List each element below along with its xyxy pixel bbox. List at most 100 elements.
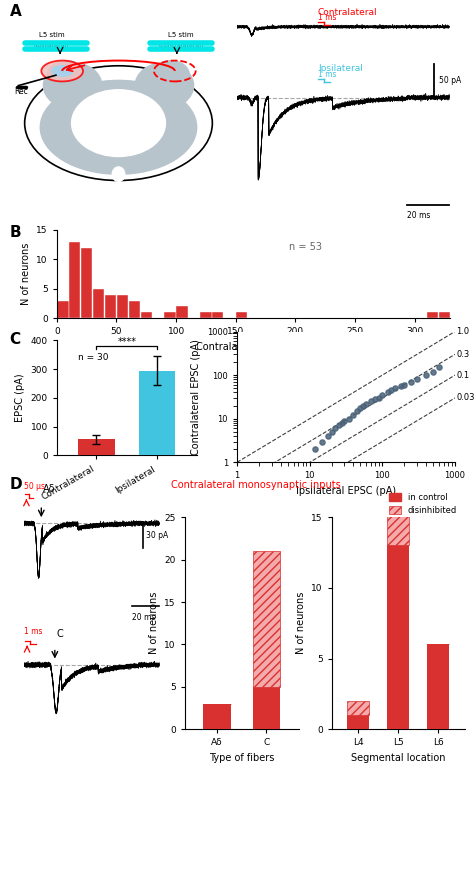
X-axis label: Type of fibers: Type of fibers [209, 753, 274, 763]
Bar [57, 301, 69, 318]
Ellipse shape [112, 167, 125, 181]
Bar [203, 704, 231, 729]
Point [350, 408, 357, 423]
Text: 1 ms: 1 ms [24, 627, 43, 636]
X-axis label: Ipsilateral EPSC (pA): Ipsilateral EPSC (pA) [296, 486, 396, 496]
Bar [117, 294, 128, 318]
Ellipse shape [40, 80, 197, 174]
Bar [69, 241, 81, 318]
Point [324, 429, 332, 443]
Text: 50 pA: 50 pA [438, 76, 461, 85]
Point [435, 361, 443, 375]
Y-axis label: N of neurons: N of neurons [296, 592, 306, 654]
Text: 0.03: 0.03 [456, 393, 474, 402]
Text: 0.1: 0.1 [456, 370, 470, 379]
Text: 1.0: 1.0 [456, 327, 470, 336]
Legend: in control, disinhibited: in control, disinhibited [385, 490, 460, 518]
Text: 20 ms: 20 ms [407, 210, 430, 220]
Bar [129, 301, 140, 318]
Text: C: C [9, 332, 20, 347]
Bar [253, 687, 280, 729]
Text: Contralateral monosynaptic inputs: Contralateral monosynaptic inputs [171, 480, 340, 490]
Point [363, 397, 370, 411]
Bar [212, 312, 223, 318]
Bar [93, 289, 104, 318]
Point [384, 385, 392, 400]
Point [397, 379, 405, 393]
X-axis label: Contralateral EPSC (pA): Contralateral EPSC (pA) [196, 342, 311, 352]
Point [367, 394, 375, 408]
Text: Ipsilateral: Ipsilateral [318, 64, 363, 72]
Ellipse shape [152, 61, 190, 90]
Y-axis label: Contralateral EPSC (pA): Contralateral EPSC (pA) [191, 339, 201, 455]
Bar [387, 503, 409, 545]
Text: B: B [9, 225, 21, 240]
Ellipse shape [47, 61, 85, 90]
Point [331, 422, 338, 436]
Bar [139, 370, 175, 455]
Ellipse shape [41, 61, 83, 81]
Text: A: A [9, 4, 21, 19]
X-axis label: Segmental location: Segmental location [351, 753, 446, 763]
Bar [105, 294, 116, 318]
Bar [438, 312, 450, 318]
Bar [200, 312, 211, 318]
Point [387, 383, 394, 397]
Ellipse shape [52, 65, 73, 76]
Bar [387, 545, 409, 729]
Bar [253, 551, 280, 687]
Point [346, 412, 353, 426]
Bar [236, 312, 247, 318]
Point [422, 368, 430, 382]
Text: (ipsilateral): (ipsilateral) [34, 42, 70, 48]
Ellipse shape [116, 120, 121, 126]
Point [328, 425, 335, 439]
Point [340, 414, 348, 428]
Point [338, 415, 346, 430]
Text: 50 µs: 50 µs [24, 482, 46, 491]
Point [408, 375, 415, 389]
Text: 30 pA: 30 pA [146, 531, 168, 540]
Ellipse shape [72, 90, 165, 156]
Text: Contralateral: Contralateral [318, 8, 377, 18]
Bar [164, 312, 176, 318]
Point [379, 388, 386, 402]
Text: L5 stim: L5 stim [39, 32, 64, 38]
Text: ****: **** [117, 337, 137, 347]
Text: Rec: Rec [14, 88, 28, 96]
Y-axis label: EPSC (pA): EPSC (pA) [15, 373, 25, 423]
Ellipse shape [135, 63, 193, 109]
Point [319, 434, 326, 448]
Text: 1 ms: 1 ms [318, 13, 336, 22]
Point [429, 364, 437, 378]
Point [360, 399, 367, 413]
Text: (contralateral): (contralateral) [158, 42, 204, 48]
Point [353, 404, 361, 418]
Text: Aδ: Aδ [43, 484, 55, 494]
Y-axis label: N of neurons: N of neurons [21, 243, 31, 305]
Text: D: D [9, 477, 22, 492]
Ellipse shape [44, 63, 102, 109]
Bar [427, 312, 438, 318]
Text: L5 stim: L5 stim [168, 32, 194, 38]
Point [311, 442, 319, 456]
Point [375, 391, 383, 405]
Text: 20 ms: 20 ms [132, 613, 155, 621]
Point [357, 400, 365, 415]
Bar [176, 307, 188, 318]
Text: 1 ms: 1 ms [318, 71, 336, 80]
Bar [347, 701, 369, 715]
Bar [78, 439, 115, 455]
Text: n = 30: n = 30 [78, 354, 109, 362]
Text: C: C [56, 629, 63, 639]
Bar [347, 715, 369, 729]
Bar [141, 312, 152, 318]
Ellipse shape [25, 65, 212, 180]
Point [413, 372, 421, 386]
Point [392, 381, 399, 395]
Bar [428, 644, 449, 729]
Text: n = 53: n = 53 [289, 242, 322, 253]
Point [372, 392, 379, 407]
Y-axis label: N of neurons: N of neurons [149, 592, 159, 654]
Point [335, 418, 342, 432]
